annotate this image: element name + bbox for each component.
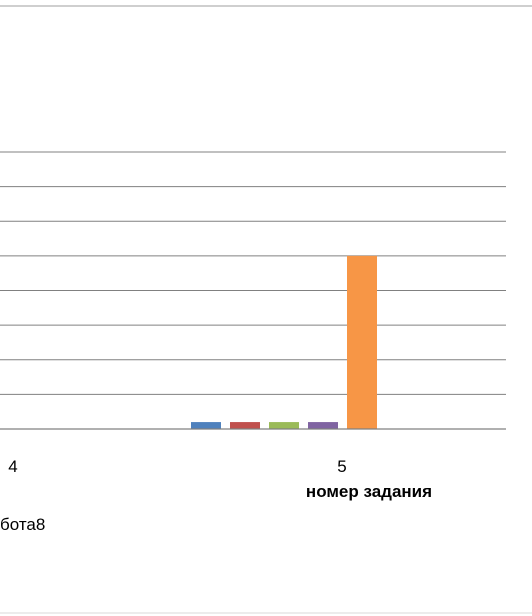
x-axis-title: номер задания [306, 482, 432, 501]
gridlines [0, 151, 506, 395]
bar-5-series-1 [191, 422, 221, 429]
bar-5-series-5 [347, 255, 377, 429]
bar-5-series-4 [308, 422, 338, 429]
legend-entry-label: бота8 [0, 515, 45, 534]
x-tick-label-5: 5 [337, 457, 346, 476]
bars [191, 255, 377, 429]
bar-5-series-3 [269, 422, 299, 429]
bar-5-series-2 [230, 422, 260, 429]
x-tick-label-4: 4 [8, 457, 17, 476]
